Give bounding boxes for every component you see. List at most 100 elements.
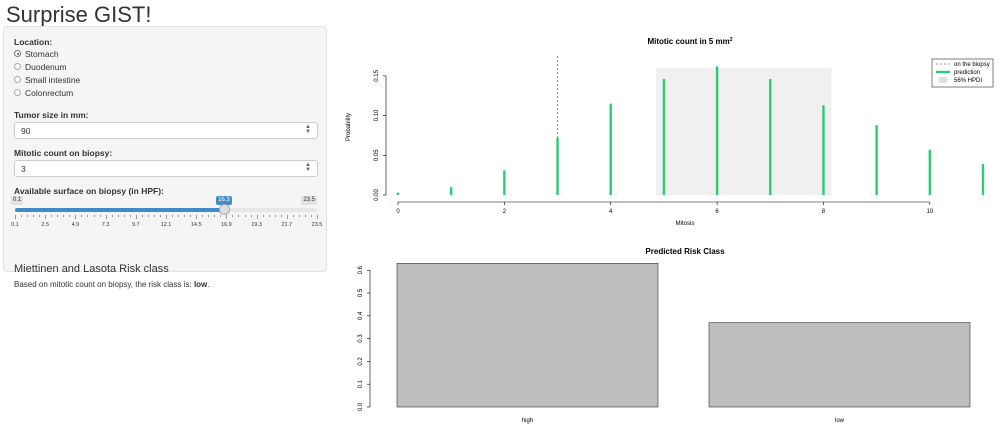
tumor-size-input[interactable]: 90 ▲ ▼ xyxy=(14,122,318,139)
slider-minor-tick xyxy=(280,215,282,217)
slider-tick xyxy=(286,215,288,219)
radio-small-intestine[interactable]: Small intestine xyxy=(14,74,80,85)
risk-class-chart: Predicted Risk Class high low 0.0 0.1 0.2 0.3 0… xyxy=(358,247,971,424)
slider-tick xyxy=(256,215,258,219)
risk-bar xyxy=(396,263,659,408)
risk-class: low xyxy=(193,280,208,289)
x-tick-label: 4 xyxy=(609,209,613,215)
radio-unchecked-icon xyxy=(14,89,21,96)
slider-tick-label: 2.5 xyxy=(41,222,50,228)
mitotic-count-chart: Mitotic count in 5 mm2 0 2 4 6 8 10 Mitosis 0.00… xyxy=(346,37,994,227)
slider-minor-tick xyxy=(244,215,246,217)
slider-minor-tick xyxy=(274,215,276,217)
slider-tick-label: 21.7 xyxy=(281,222,293,228)
slider-minor-tick xyxy=(39,215,41,217)
slider-tick-label: 23.5 xyxy=(311,222,323,228)
slider-minor-tick xyxy=(172,215,174,217)
slider-tick-label: 14.5 xyxy=(190,222,202,228)
slider-handle[interactable] xyxy=(219,204,231,215)
radio-colonrectum[interactable]: Colonrectum xyxy=(14,87,73,98)
stepper-arrows-icon[interactable]: ▲ ▼ xyxy=(305,124,311,135)
slider-minor-tick xyxy=(208,215,210,217)
slider-minor-tick xyxy=(262,215,264,217)
legend-label: 56% HPDI xyxy=(954,78,982,84)
slider-minor-tick xyxy=(184,215,186,217)
y-axis-label: Probability xyxy=(346,113,352,141)
radio-checked-icon xyxy=(14,50,21,57)
y-tick-label: 0.05 xyxy=(374,149,380,161)
mitotic-count-value: 3 xyxy=(21,164,26,174)
slider-minor-tick xyxy=(214,215,216,217)
y-tick-label: 0.15 xyxy=(374,69,380,81)
slider-tick xyxy=(45,215,47,219)
slider-minor-tick xyxy=(304,215,306,217)
slider-tick xyxy=(135,215,137,219)
slider-minor-tick xyxy=(298,215,300,217)
radio-label: Colonrectum xyxy=(25,87,74,98)
category-label: high xyxy=(522,418,533,424)
y-tick-label: 0.4 xyxy=(358,311,364,320)
slider-minor-tick xyxy=(87,215,89,217)
risk-bar xyxy=(708,322,971,408)
stepper-arrows-icon[interactable]: ▲ ▼ xyxy=(305,162,311,173)
legend-label: prediction xyxy=(954,70,980,76)
x-tick-label: 10 xyxy=(926,209,933,215)
slider-min-label: 0.1 xyxy=(11,196,24,205)
radio-stomach[interactable]: Stomach xyxy=(14,48,59,59)
chart-title: Mitotic count in 5 mm2 xyxy=(647,37,732,46)
slider-minor-tick xyxy=(51,215,53,217)
x-tick-label: 0 xyxy=(396,209,400,215)
slider-tick xyxy=(317,215,318,219)
slider-fill xyxy=(15,208,225,212)
slider-minor-tick xyxy=(117,215,119,217)
mitotic-count-label: Mitotic count on biopsy: xyxy=(14,148,113,158)
slider-minor-tick xyxy=(21,215,23,217)
y-tick-label: 0.6 xyxy=(358,265,364,274)
slider-minor-tick xyxy=(292,215,294,217)
radio-unchecked-icon xyxy=(14,63,21,70)
slider-tick xyxy=(15,215,16,219)
y-tick-label: 0.0 xyxy=(358,402,364,411)
risk-text-suffix: . xyxy=(207,280,210,289)
x-tick-label: 8 xyxy=(822,209,826,215)
risk-sentence: Based on mitotic count on biopsy, the ri… xyxy=(14,280,210,289)
y-tick-label: 0.5 xyxy=(358,288,364,297)
slider-minor-tick xyxy=(81,215,83,217)
y-tick-label: 0.3 xyxy=(358,334,364,343)
sidebar-panel: Location: Stomach Duodenum Small intesti… xyxy=(3,26,327,289)
slider-minor-tick xyxy=(69,215,71,217)
slider-current-label: 16.3 xyxy=(216,196,232,205)
slider-minor-tick xyxy=(129,215,131,217)
slider-tick xyxy=(166,215,167,219)
slider-tick xyxy=(105,215,107,219)
slider-minor-tick xyxy=(141,215,143,217)
slider-tick xyxy=(196,215,198,219)
slider-minor-tick xyxy=(202,215,204,217)
category-label: low xyxy=(835,418,845,424)
radio-duodenum[interactable]: Duodenum xyxy=(14,61,67,72)
legend-hpdi-swatch xyxy=(939,77,947,83)
slider-tick-label: 19.3 xyxy=(251,222,262,228)
y-tick-label: 0.00 xyxy=(374,189,380,201)
slider-tick-label: 7.3 xyxy=(101,222,110,228)
x-tick-label: 6 xyxy=(715,209,719,215)
mitotic-count-input[interactable]: 3 ▲ ▼ xyxy=(14,160,318,177)
slider-minor-tick xyxy=(57,215,59,217)
radio-label: Stomach xyxy=(25,48,59,59)
slider-tick-label: 4.9 xyxy=(71,222,80,228)
legend-label: on the biopsy xyxy=(954,62,990,68)
slider-max-label: 23.5 xyxy=(301,196,317,205)
slider-tick-label: 16.9 xyxy=(221,222,232,228)
slider-minor-tick xyxy=(232,215,234,217)
slider-tick xyxy=(75,215,77,219)
surface-label: Available surface on biopsy (in HPF): xyxy=(14,186,164,196)
x-axis-label: Mitosis xyxy=(676,221,695,227)
slider-minor-tick xyxy=(238,215,240,217)
slider-minor-tick xyxy=(111,215,113,217)
slider-minor-tick xyxy=(220,215,222,217)
risk-section-title: Miettinen and Lasota Risk class xyxy=(14,263,169,275)
chart-title: Predicted Risk Class xyxy=(645,247,725,256)
slider-minor-tick xyxy=(250,215,252,217)
radio-label: Duodenum xyxy=(25,61,67,72)
surface-slider[interactable]: 0.1 23.5 16.3 0.1 2.5 4.9 7.3 9.7 12.1 14.5 16.… xyxy=(11,196,323,236)
